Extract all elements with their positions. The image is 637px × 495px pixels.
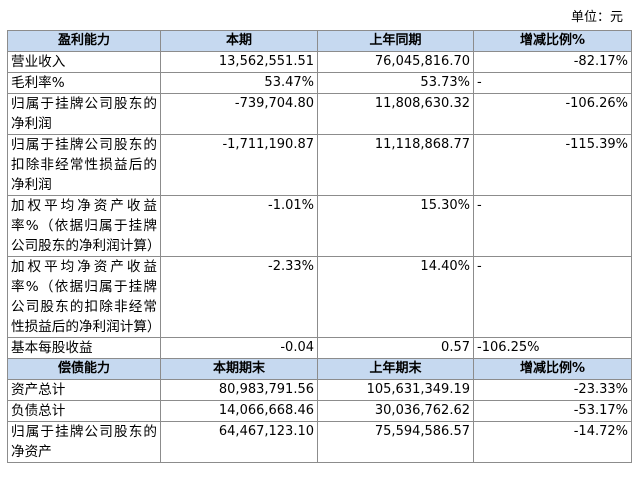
data-row: 营业收入 13,562,551.51 76,045,816.70 -82.17% — [7, 51, 632, 73]
data-row: 负债总计 14,066,668.46 30,036,762.62 -53.17% — [7, 400, 632, 422]
value-cell: -106.26% — [473, 93, 632, 135]
header-row: 偿债能力 本期期末 上年期末 增减比例% — [7, 358, 632, 380]
value-cell: 64,467,123.10 — [160, 421, 318, 463]
value-cell: 75,594,586.57 — [317, 421, 474, 463]
value-cell: -82.17% — [473, 51, 632, 73]
row-label: 归属于挂牌公司股东的净利润 — [7, 93, 161, 135]
value-cell: -1.01% — [160, 195, 318, 257]
value-cell: 15.30% — [317, 195, 474, 257]
value-cell: 105,631,349.19 — [317, 379, 474, 401]
value-cell: -115.39% — [473, 134, 632, 196]
row-label: 基本每股收益 — [7, 337, 161, 359]
header-cell: 本期 — [160, 30, 318, 52]
unit-label: 单位：元 — [570, 10, 623, 25]
value-cell: 14,066,668.46 — [160, 400, 318, 422]
value-cell: -53.17% — [473, 400, 632, 422]
header-cell: 上年期末 — [317, 358, 474, 380]
data-row: 归属于挂牌公司股东的扣除非经常性损益后的净利润 -1,711,190.87 11,1… — [7, 134, 632, 196]
value-cell: - — [473, 195, 632, 257]
value-cell: -1,711,190.87 — [160, 134, 318, 196]
header-cell: 上年同期 — [317, 30, 474, 52]
value-cell: 30,036,762.62 — [317, 400, 474, 422]
header-cell: 增减比例% — [473, 358, 632, 380]
value-cell: 80,983,791.56 — [160, 379, 318, 401]
value-cell: -14.72% — [473, 421, 632, 463]
row-label: 资产总计 — [7, 379, 161, 401]
data-row: 归属于挂牌公司股东的净资产 64,467,123.10 75,594,586.57-… — [7, 421, 632, 463]
data-row: 毛利率% 53.47% 53.73% - — [7, 72, 632, 94]
value-cell: 53.47% — [160, 72, 318, 94]
value-cell: -23.33% — [473, 379, 632, 401]
header-cell: 盈利能力 — [7, 30, 161, 52]
row-label: 归属于挂牌公司股东的扣除非经常性损益后的净利润 — [7, 134, 161, 196]
data-row: 归属于挂牌公司股东的净利润 -739,704.80 11,808,630.32 -10… — [7, 93, 632, 135]
value-cell: -0.04 — [160, 337, 318, 359]
value-cell: 53.73% — [317, 72, 474, 94]
row-label: 负债总计 — [7, 400, 161, 422]
value-cell: 0.57 — [317, 337, 474, 359]
value-cell: 11,118,868.77 — [317, 134, 474, 196]
header-cell: 偿债能力 — [7, 358, 161, 380]
header-row: 盈利能力 本期 上年同期 增减比例% — [7, 30, 632, 52]
row-label: 加权平均净资产收益率%（依据归属于挂牌公司股东的净利润计算） — [7, 195, 161, 257]
row-label: 加权平均净资产收益率%（依据归属于挂牌公司股东的扣除非经常性损益后的净利润计算） — [7, 256, 161, 338]
data-row: 资产总计 80,983,791.56 105,631,349.19 -23.33% — [7, 379, 632, 401]
value-cell: - — [473, 256, 632, 338]
financial-table: 盈利能力 本期 上年同期 增减比例% 营业收入 13,562,551.51 76,045,8… — [7, 30, 632, 463]
row-label: 归属于挂牌公司股东的净资产 — [7, 421, 161, 463]
value-cell: 11,808,630.32 — [317, 93, 474, 135]
row-label: 营业收入 — [7, 51, 161, 73]
value-cell: -106.25% — [473, 337, 632, 359]
value-cell: -739,704.80 — [160, 93, 318, 135]
value-cell: 14.40% — [317, 256, 474, 338]
header-cell: 本期期末 — [160, 358, 318, 380]
value-cell: -2.33% — [160, 256, 318, 338]
value-cell: - — [473, 72, 632, 94]
value-cell: 13,562,551.51 — [160, 51, 318, 73]
data-row: 基本每股收益 -0.04 0.57 -106.25% — [7, 337, 632, 359]
data-row: 加权平均净资产收益率%（依据归属于挂牌公司股东的扣除非经常性损益后的净利润计算）… — [7, 256, 632, 338]
value-cell: 76,045,816.70 — [317, 51, 474, 73]
data-row: 加权平均净资产收益率%（依据归属于挂牌公司股东的净利润计算） -1.01% 15.3… — [7, 195, 632, 257]
header-cell: 增减比例% — [473, 30, 632, 52]
row-label: 毛利率% — [7, 72, 161, 94]
